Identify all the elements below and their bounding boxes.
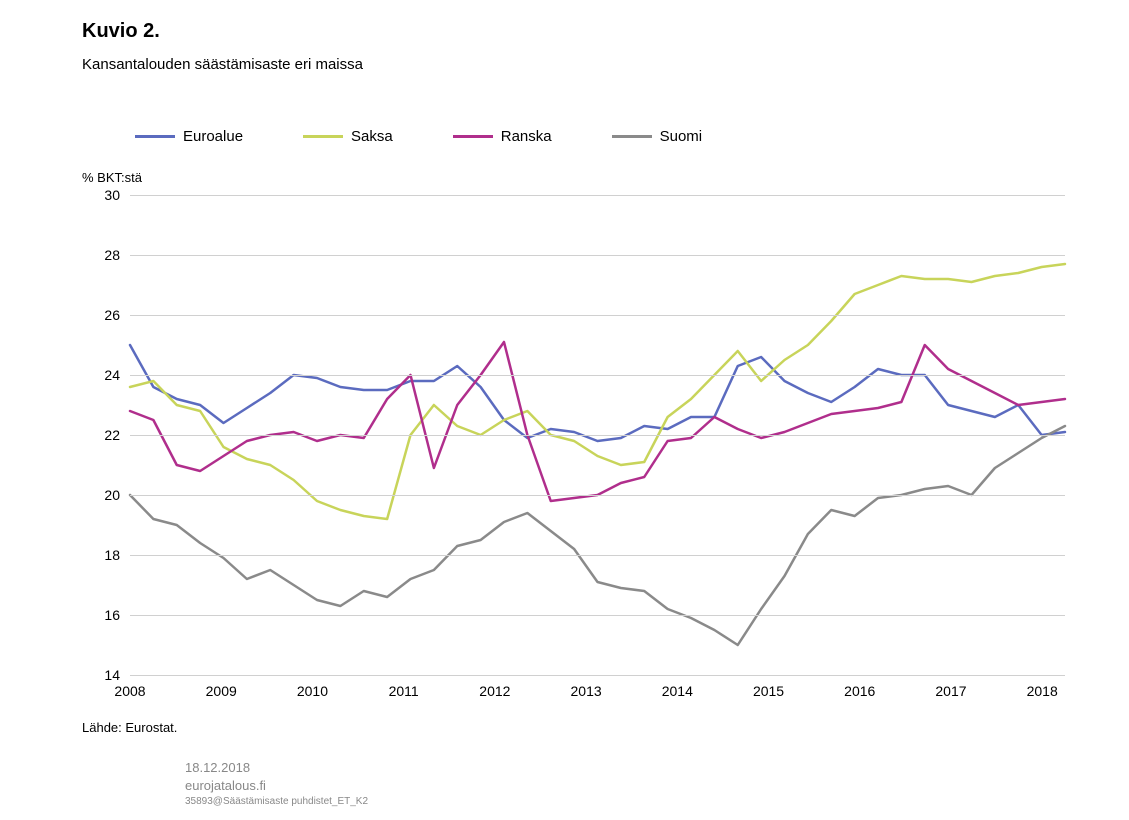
grid-line xyxy=(130,375,1065,376)
ytick-label: 20 xyxy=(80,487,120,503)
xtick-label: 2016 xyxy=(844,683,875,699)
xtick-label: 2015 xyxy=(753,683,784,699)
series-line xyxy=(130,345,1065,441)
xtick-label: 2014 xyxy=(662,683,693,699)
meta-site: eurojatalous.fi xyxy=(185,778,266,793)
y-axis-label: % BKT:stä xyxy=(82,170,142,185)
ytick-label: 18 xyxy=(80,547,120,563)
xtick-label: 2011 xyxy=(389,683,419,699)
ytick-label: 26 xyxy=(80,307,120,323)
grid-line xyxy=(130,315,1065,316)
grid-line xyxy=(130,435,1065,436)
legend-label: Euroalue xyxy=(183,128,243,145)
xtick-label: 2017 xyxy=(935,683,966,699)
ytick-label: 30 xyxy=(80,187,120,203)
grid-line xyxy=(130,195,1065,196)
ytick-label: 16 xyxy=(80,607,120,623)
chart-footer: Lähde: Eurostat. xyxy=(82,720,177,735)
ytick-label: 28 xyxy=(80,247,120,263)
ytick-label: 24 xyxy=(80,367,120,383)
plot-area: 1416182022242628302008200920102011201220… xyxy=(130,195,1065,675)
ytick-label: 22 xyxy=(80,427,120,443)
chart-title: Kuvio 2. xyxy=(82,20,160,43)
xtick-label: 2012 xyxy=(479,683,510,699)
ytick-label: 14 xyxy=(80,667,120,683)
xtick-label: 2018 xyxy=(1027,683,1058,699)
legend-label: Saksa xyxy=(351,128,393,145)
legend-swatch xyxy=(453,135,493,138)
grid-line xyxy=(130,255,1065,256)
legend-swatch xyxy=(135,135,175,138)
xtick-label: 2013 xyxy=(571,683,602,699)
xtick-label: 2010 xyxy=(297,683,328,699)
chart-container: Kuvio 2. Kansantalouden säästämisaste er… xyxy=(0,0,1129,820)
grid-line xyxy=(130,555,1065,556)
legend-label: Ranska xyxy=(501,128,552,145)
grid-line xyxy=(130,675,1065,676)
series-line xyxy=(130,426,1065,645)
xtick-label: 2009 xyxy=(206,683,237,699)
legend-swatch xyxy=(612,135,652,138)
legend-item: Suomi xyxy=(612,128,703,145)
legend-item: Ranska xyxy=(453,128,552,145)
legend-item: Euroalue xyxy=(135,128,243,145)
grid-line xyxy=(130,495,1065,496)
series-line xyxy=(130,342,1065,501)
xtick-label: 2008 xyxy=(114,683,145,699)
legend-item: Saksa xyxy=(303,128,393,145)
legend: Euroalue Saksa Ranska Suomi xyxy=(135,128,702,145)
legend-swatch xyxy=(303,135,343,138)
legend-label: Suomi xyxy=(660,128,703,145)
grid-line xyxy=(130,615,1065,616)
chart-subtitle: Kansantalouden säästämisaste eri maissa xyxy=(82,56,363,73)
meta-date: 18.12.2018 xyxy=(185,760,250,775)
meta-id: 35893@Säästämisaste puhdistet_ET_K2 xyxy=(185,796,368,807)
